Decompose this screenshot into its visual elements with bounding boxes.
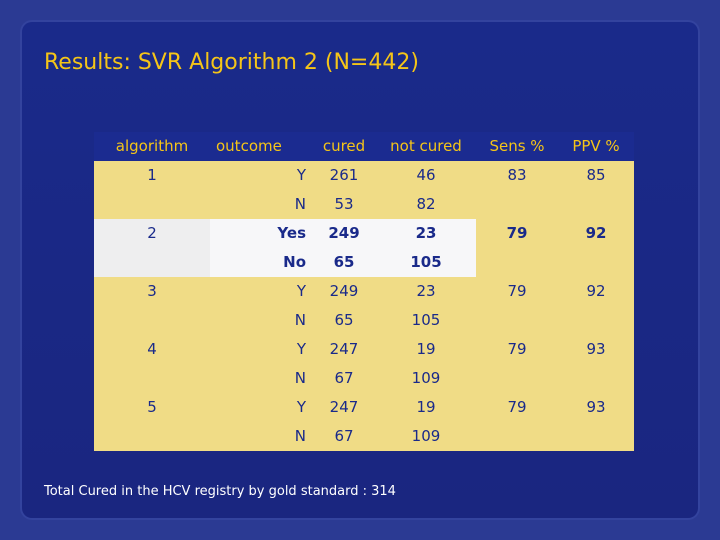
- header-not-cured: not cured: [376, 132, 476, 161]
- header-algorithm: algorithm: [94, 132, 210, 161]
- table-row: 3 Y 249 23 79 92: [94, 277, 634, 306]
- sens-cell-empty: [476, 248, 558, 277]
- outcome-cell: Y: [210, 161, 312, 190]
- ppv-cell: 93: [558, 393, 634, 422]
- cured-cell: 65: [312, 248, 376, 277]
- not-cured-cell: 23: [376, 277, 476, 306]
- table-row-highlighted: No 65 105: [94, 248, 634, 277]
- footnote: Total Cured in the HCV registry by gold …: [44, 484, 396, 499]
- table-row-highlighted: 2 Yes 249 23 79 92: [94, 219, 634, 248]
- algorithm-cell-empty: [94, 248, 210, 277]
- sens-cell: 79: [476, 219, 558, 248]
- ppv-cell: 93: [558, 335, 634, 364]
- outcome-cell: N: [210, 422, 312, 451]
- slide-title: Results: SVR Algorithm 2 (N=442): [44, 50, 419, 75]
- not-cured-cell: 109: [376, 364, 476, 393]
- table-row: 4 Y 247 19 79 93: [94, 335, 634, 364]
- outcome-cell: No: [210, 248, 312, 277]
- ppv-cell-empty: [558, 364, 634, 393]
- outcome-cell: N: [210, 306, 312, 335]
- algorithm-cell-empty: [94, 306, 210, 335]
- ppv-cell-empty: [558, 422, 634, 451]
- not-cured-cell: 105: [376, 248, 476, 277]
- table-row: N 53 82: [94, 190, 634, 219]
- algorithm-cell: 4: [94, 335, 210, 364]
- ppv-cell: 85: [558, 161, 634, 190]
- outcome-cell: Y: [210, 277, 312, 306]
- sens-cell-empty: [476, 422, 558, 451]
- header-sens: Sens %: [476, 132, 558, 161]
- cured-cell: 53: [312, 190, 376, 219]
- table-row: 5 Y 247 19 79 93: [94, 393, 634, 422]
- algorithm-cell: 2: [94, 219, 210, 248]
- sens-cell: 79: [476, 393, 558, 422]
- not-cured-cell: 23: [376, 219, 476, 248]
- not-cured-cell: 105: [376, 306, 476, 335]
- table-row: N 65 105: [94, 306, 634, 335]
- outcome-cell: Yes: [210, 219, 312, 248]
- ppv-cell: 92: [558, 219, 634, 248]
- sens-cell-empty: [476, 190, 558, 219]
- algorithm-cell-empty: [94, 190, 210, 219]
- table-header-row: algorithm outcome cured not cured Sens %…: [94, 132, 634, 161]
- outcome-cell: Y: [210, 393, 312, 422]
- ppv-cell-empty: [558, 306, 634, 335]
- cured-cell: 67: [312, 422, 376, 451]
- algorithm-cell-empty: [94, 364, 210, 393]
- sens-cell: 79: [476, 335, 558, 364]
- not-cured-cell: 19: [376, 335, 476, 364]
- ppv-cell-empty: [558, 190, 634, 219]
- header-ppv: PPV %: [558, 132, 634, 161]
- algorithm-cell: 5: [94, 393, 210, 422]
- ppv-cell-empty: [558, 248, 634, 277]
- not-cured-cell: 46: [376, 161, 476, 190]
- cured-cell: 261: [312, 161, 376, 190]
- header-cured: cured: [312, 132, 376, 161]
- cured-cell: 65: [312, 306, 376, 335]
- sens-cell: 83: [476, 161, 558, 190]
- algorithm-cell: 1: [94, 161, 210, 190]
- not-cured-cell: 82: [376, 190, 476, 219]
- outcome-cell: Y: [210, 335, 312, 364]
- not-cured-cell: 19: [376, 393, 476, 422]
- algorithm-cell: 3: [94, 277, 210, 306]
- cured-cell: 247: [312, 393, 376, 422]
- sens-cell: 79: [476, 277, 558, 306]
- table-row: 1 Y 261 46 83 85: [94, 161, 634, 190]
- results-table: algorithm outcome cured not cured Sens %…: [94, 132, 634, 451]
- ppv-cell: 92: [558, 277, 634, 306]
- header-outcome: outcome: [210, 132, 312, 161]
- outcome-cell: N: [210, 190, 312, 219]
- table-row: N 67 109: [94, 364, 634, 393]
- not-cured-cell: 109: [376, 422, 476, 451]
- cured-cell: 67: [312, 364, 376, 393]
- cured-cell: 249: [312, 277, 376, 306]
- sens-cell-empty: [476, 364, 558, 393]
- outcome-cell: N: [210, 364, 312, 393]
- algorithm-cell-empty: [94, 422, 210, 451]
- cured-cell: 249: [312, 219, 376, 248]
- table-row: N 67 109: [94, 422, 634, 451]
- sens-cell-empty: [476, 306, 558, 335]
- cured-cell: 247: [312, 335, 376, 364]
